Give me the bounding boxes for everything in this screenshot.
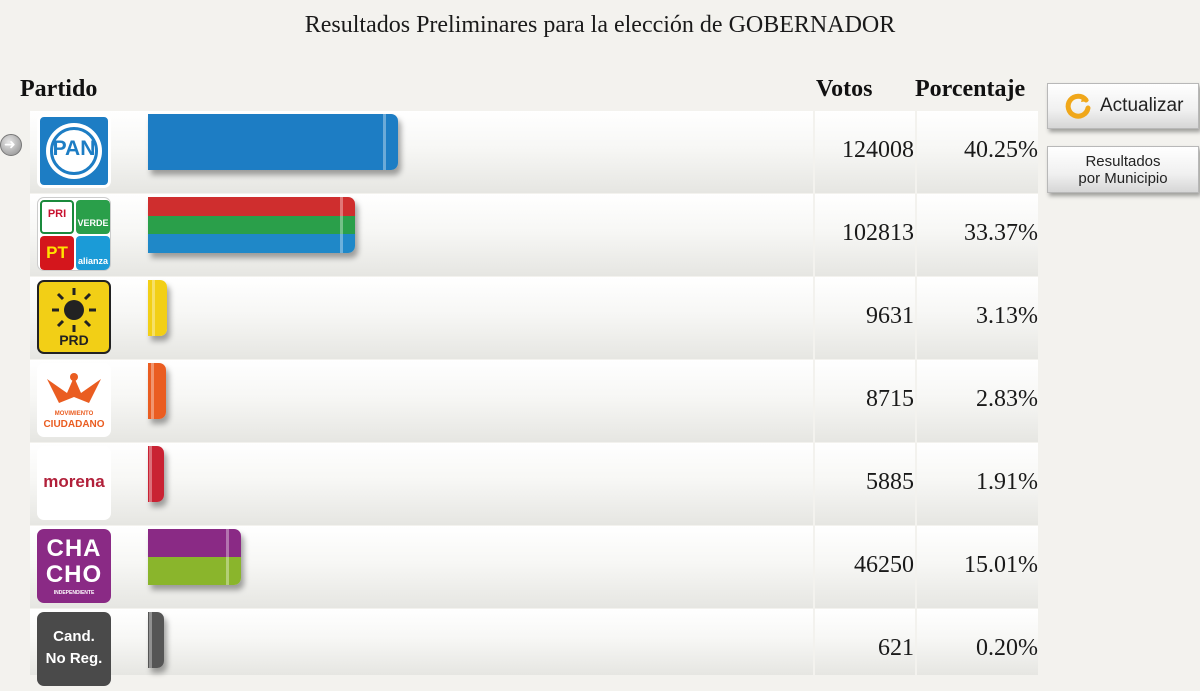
header-porcentaje: Porcentaje <box>915 76 1026 102</box>
percent-movimiento-ciudadano: 2.83% <box>976 386 1038 412</box>
selected-row-arrow-icon[interactable]: ➜ <box>0 134 22 156</box>
actualizar-button[interactable]: Actualizar <box>1047 83 1199 129</box>
movimiento-ciudadano-logo-icon: MOVIMIENTO CIUDADANO <box>37 363 111 437</box>
result-row-pan: PAN 124008 40.25% <box>30 111 1038 193</box>
bar-stripe <box>148 234 355 253</box>
votes-movimiento-ciudadano: 8715 <box>866 386 914 412</box>
municipio-label-line1: Resultados <box>1085 153 1161 170</box>
bar-highlight <box>339 197 343 253</box>
bar-highlight <box>150 363 154 419</box>
refresh-icon <box>1065 93 1091 119</box>
result-row-morena: morena 5885 1.91% <box>30 443 1038 525</box>
votes-cand-no-reg: 621 <box>878 635 914 661</box>
chacho-logo-icon: CHA CHO INDEPENDIENTE <box>37 529 111 603</box>
bar-highlight <box>149 612 152 668</box>
header-partido: Partido <box>20 76 98 102</box>
result-row-chacho: CHA CHO INDEPENDIENTE 46250 15.01% <box>30 526 1038 608</box>
percent-chacho: 15.01% <box>964 552 1038 578</box>
bar-prd <box>148 280 168 336</box>
bar-stripe <box>148 114 398 170</box>
percent-prd: 3.13% <box>976 303 1038 329</box>
votes-chacho: 46250 <box>854 552 914 578</box>
percent-coalition: 33.37% <box>964 220 1038 246</box>
resultados-por-municipio-button[interactable]: Resultados por Municipio <box>1047 146 1199 193</box>
votes-prd: 9631 <box>866 303 914 329</box>
result-row-cand-no-reg: Cand. No Reg. 621 0.20% <box>30 609 1038 686</box>
votes-coalition: 102813 <box>842 220 914 246</box>
bar-highlight <box>226 529 230 585</box>
bar-chacho <box>148 529 242 585</box>
pan-logo-icon: PAN <box>37 114 111 188</box>
municipio-label-line2: por Municipio <box>1078 170 1168 187</box>
bar-coalition <box>148 197 355 253</box>
bar-stripe <box>148 280 168 336</box>
prd-logo-icon: PRD <box>37 280 111 354</box>
percent-pan: 40.25% <box>964 137 1038 163</box>
bar-morena <box>148 446 164 502</box>
bar-stripe <box>148 446 164 502</box>
bar-highlight <box>149 446 152 502</box>
page-title: Resultados Preliminares para la elección… <box>304 12 896 38</box>
coalition-logo-icon: PRI VERDE PT alianza <box>37 197 111 271</box>
morena-logo-icon: morena <box>37 446 111 520</box>
bar-highlight <box>152 280 156 336</box>
cand-no-reg-logo-icon: Cand. No Reg. <box>37 612 111 686</box>
actualizar-label: Actualizar <box>1100 95 1184 116</box>
votes-morena: 5885 <box>866 469 914 495</box>
bar-movimiento-ciudadano <box>148 363 166 419</box>
bar-pan <box>148 114 398 170</box>
bar-stripe <box>148 612 164 668</box>
result-row-coalition: PRI VERDE PT alianza 102813 33.37% <box>30 194 1038 276</box>
header-votos: Votos <box>816 76 873 102</box>
result-row-prd: PRD 9631 3.13% <box>30 277 1038 359</box>
bar-cand-no-reg <box>148 612 164 668</box>
bar-stripe <box>148 529 242 557</box>
percent-morena: 1.91% <box>976 469 1038 495</box>
bar-stripe <box>148 557 242 585</box>
votes-pan: 124008 <box>842 137 914 163</box>
bar-stripe <box>148 363 166 419</box>
bar-stripe <box>148 215 355 235</box>
percent-cand-no-reg: 0.20% <box>976 635 1038 661</box>
bar-highlight <box>382 114 386 170</box>
result-row-movimiento-ciudadano: MOVIMIENTO CIUDADANO 8715 2.83% <box>30 360 1038 442</box>
bar-stripe <box>148 197 355 216</box>
